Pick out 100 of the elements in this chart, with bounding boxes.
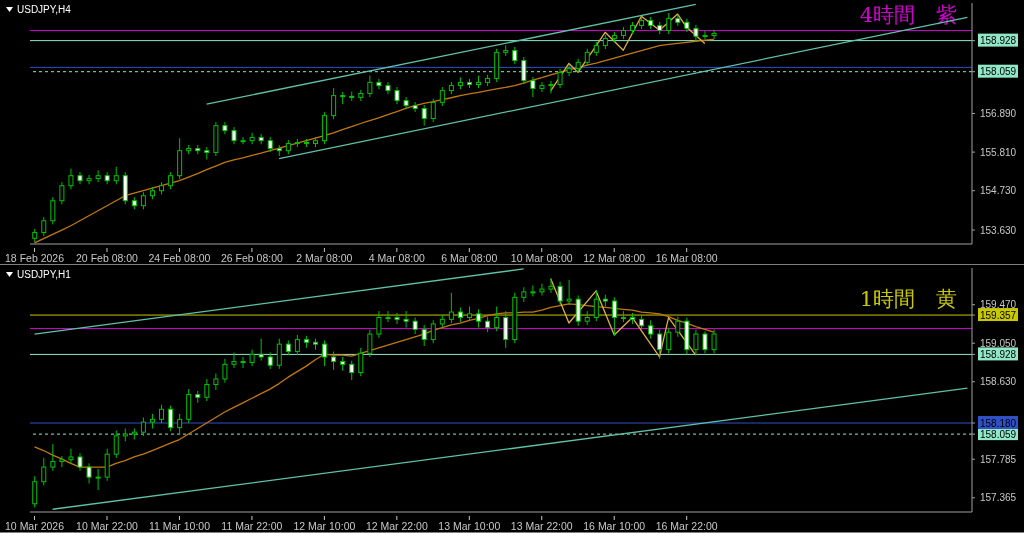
y-tick-label: 154.730	[980, 185, 1017, 197]
candlestick	[276, 338, 282, 370]
x-tick-label: 10 Mar 22:00	[76, 520, 139, 532]
candlestick	[41, 216, 47, 237]
candlestick	[494, 306, 500, 332]
candlestick	[666, 12, 672, 35]
candlestick	[68, 448, 74, 464]
x-tick-label: 24 Feb 08:00	[148, 252, 211, 264]
candlestick	[439, 86, 445, 107]
candlestick	[376, 310, 382, 339]
candlestick	[258, 338, 264, 362]
candlestick	[331, 350, 337, 371]
candlestick	[294, 334, 300, 356]
y-tick-label: 158.630	[980, 376, 1017, 388]
candlestick	[113, 429, 119, 459]
y-tick-label: 157.785	[980, 453, 1017, 465]
candlestick	[140, 417, 146, 437]
candlestick	[675, 316, 681, 338]
candlestick	[385, 310, 391, 323]
x-tick-label: 12 Mar 22:00	[365, 520, 428, 532]
x-tick-label: 4 Mar 08:00	[368, 252, 426, 264]
candlestick	[240, 136, 246, 145]
candlestick	[666, 327, 672, 354]
chart-title: USDJPY,H4	[17, 4, 71, 15]
candlestick	[557, 68, 563, 89]
candlestick	[430, 319, 436, 344]
candlestick	[367, 328, 373, 358]
candlestick	[50, 196, 56, 225]
candlestick	[548, 277, 554, 294]
candlestick	[557, 281, 563, 306]
x-tick-label: 16 Mar 08:00	[655, 252, 718, 264]
candlestick	[684, 18, 690, 33]
line-series	[550, 278, 697, 358]
candlestick	[95, 169, 101, 183]
y-tick-label: 158.180	[980, 417, 1017, 429]
candlestick	[231, 351, 237, 369]
candlestick	[412, 101, 418, 113]
x-tick-label: 11 Mar 22:00	[221, 520, 283, 532]
y-tick-label: 159.357	[980, 309, 1017, 321]
candlestick	[566, 64, 572, 77]
candlestick	[693, 328, 699, 356]
candlestick	[77, 171, 83, 185]
candlestick	[376, 78, 382, 90]
candlestick	[68, 168, 74, 190]
candlestick	[530, 76, 536, 98]
candlestick	[693, 24, 699, 43]
candlestick	[530, 284, 536, 297]
candlestick	[86, 462, 92, 485]
y-tick-label: 158.928	[980, 35, 1017, 47]
candlestick	[177, 413, 183, 436]
candlestick	[711, 29, 717, 40]
candlestick	[222, 121, 228, 135]
candlestick	[575, 295, 581, 327]
y-tick-label: 155.810	[980, 146, 1017, 158]
y-tick-label: 158.059	[980, 66, 1017, 78]
candlestick	[648, 319, 654, 340]
candlestick	[50, 443, 56, 472]
candlestick	[539, 283, 545, 297]
candlestick	[521, 56, 527, 85]
x-tick-label: 13 Mar 22:00	[510, 520, 573, 532]
candlestick	[240, 356, 246, 369]
candlestick	[548, 80, 554, 94]
y-tick-label: 157.365	[980, 492, 1017, 504]
y-tick-label: 158.059	[980, 428, 1017, 440]
x-tick-label: 10 Mar 2026	[5, 520, 65, 532]
candlestick	[331, 87, 337, 120]
x-tick-label: 12 Mar 10:00	[293, 520, 356, 532]
x-tick-label: 10 Mar 08:00	[510, 252, 573, 264]
x-tick-label: 20 Feb 08:00	[76, 252, 139, 264]
candlestick	[358, 347, 364, 377]
candlestick	[59, 455, 65, 468]
y-tick-label: 159.050	[980, 337, 1017, 349]
candlestick	[213, 372, 219, 391]
x-tick-label: 12 Mar 08:00	[583, 252, 646, 264]
x-tick-label: 13 Mar 10:00	[438, 520, 501, 532]
candlestick	[403, 310, 409, 329]
candlestick	[159, 404, 165, 424]
candlestick	[249, 132, 255, 145]
candlestick	[702, 30, 708, 40]
candlestick	[421, 104, 427, 127]
candlestick	[421, 324, 427, 347]
candlestick	[476, 308, 482, 329]
candlestick	[385, 81, 391, 95]
candlestick	[593, 289, 599, 322]
y-tick-label: 153.630	[980, 224, 1017, 236]
y-tick-label: 159.470	[980, 299, 1017, 311]
candlestick	[32, 475, 38, 508]
candlestick	[503, 310, 509, 349]
candlestick	[566, 279, 572, 306]
x-tick-label: 18 Feb 2026	[5, 252, 65, 264]
candlestick	[168, 405, 174, 432]
candlestick	[59, 181, 65, 205]
x-tick-label: 16 Mar 10:00	[583, 520, 646, 532]
candlestick	[611, 296, 617, 337]
x-tick-label: 6 Mar 08:00	[441, 252, 498, 264]
line-series	[33, 38, 715, 244]
x-tick-label: 16 Mar 22:00	[655, 520, 718, 532]
candlestick	[95, 468, 101, 491]
candlestick	[322, 339, 328, 367]
candlestick	[539, 81, 545, 93]
